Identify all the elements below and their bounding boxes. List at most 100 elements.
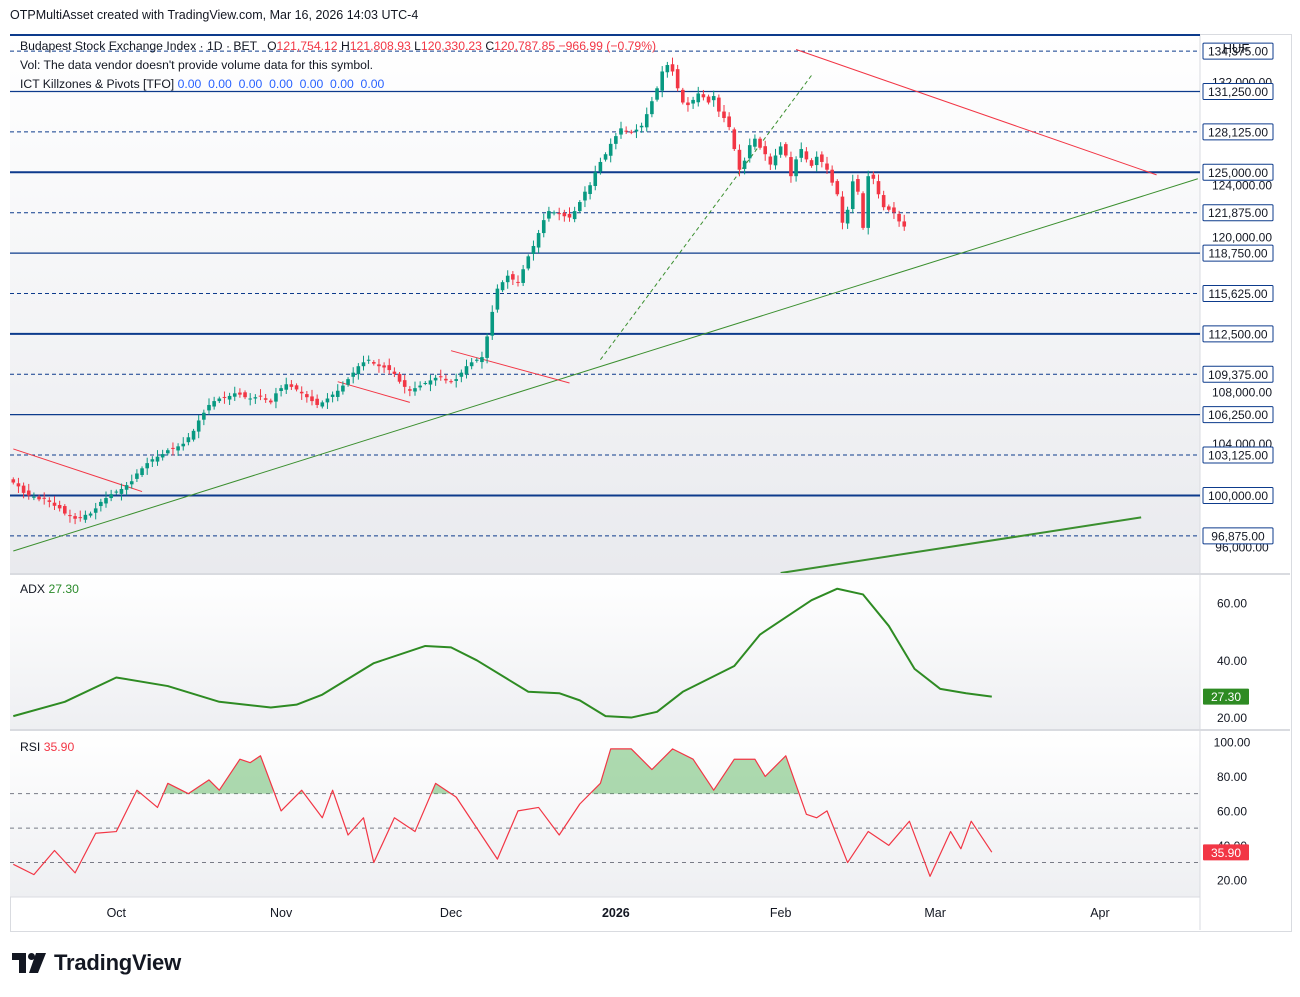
candle-body xyxy=(315,398,319,405)
candle-body xyxy=(222,396,227,398)
level-label-box xyxy=(1202,446,1274,464)
candle-body xyxy=(166,450,170,454)
candle-body xyxy=(541,220,546,234)
ict-legend[interactable]: ICT Killzones & Pivots [TFO] 0.00 0.00 0… xyxy=(20,77,384,91)
candle-body xyxy=(181,443,186,447)
level-label-box xyxy=(1202,163,1274,181)
candle-body xyxy=(675,69,680,89)
candle-body xyxy=(686,102,690,106)
candle-body xyxy=(624,130,628,132)
adx-line xyxy=(13,587,992,719)
candle-body xyxy=(727,116,731,128)
candle-body xyxy=(840,196,845,223)
tradingview-logo[interactable]: TradingView xyxy=(12,950,181,976)
candle-body xyxy=(88,513,93,516)
candle-body xyxy=(57,505,62,509)
symbol-legend[interactable]: Budapest Stock Exchange Index · 1D · BET… xyxy=(20,39,656,53)
candle-body xyxy=(207,404,211,411)
candle-body xyxy=(140,468,144,476)
x-tick-label: Feb xyxy=(770,906,792,920)
rsi-line xyxy=(13,748,993,877)
candle-body xyxy=(691,99,695,104)
candle-body xyxy=(361,362,366,367)
candle-body xyxy=(866,176,870,228)
x-tick-label: Mar xyxy=(924,906,946,920)
candle-body xyxy=(845,209,850,224)
candle-body xyxy=(274,393,278,402)
candle-body xyxy=(93,508,98,513)
close-label: C xyxy=(485,39,495,53)
candle-body xyxy=(871,174,876,179)
candle-body xyxy=(701,94,706,98)
rsi-title: RSI xyxy=(20,740,41,754)
candle-body xyxy=(768,156,773,165)
candle-body xyxy=(258,395,263,397)
candle-body xyxy=(634,129,639,132)
currency-label[interactable]: HUF xyxy=(1223,41,1250,56)
candle-body xyxy=(835,181,840,195)
candle-body xyxy=(289,384,294,387)
candle-body xyxy=(536,233,541,248)
adx-last-value: 27.30 xyxy=(1211,690,1241,704)
candle-body xyxy=(887,206,891,210)
x-tick-label: Apr xyxy=(1090,906,1109,920)
price-pane-bg xyxy=(10,34,1200,573)
rsi-y-tick: 20.00 xyxy=(1217,873,1247,887)
candle-body xyxy=(742,160,747,169)
candle-body xyxy=(238,392,242,395)
candle-body xyxy=(109,494,113,499)
adx-legend[interactable]: ADX 27.30 xyxy=(20,582,79,596)
rsi-y-tick: 60.00 xyxy=(1217,804,1247,818)
candle-body xyxy=(335,390,340,397)
candle-body xyxy=(444,378,448,381)
x-tick-label: 2026 xyxy=(602,906,630,920)
candle-body xyxy=(789,157,793,177)
adx-title: ADX xyxy=(20,582,46,596)
low-label: L xyxy=(414,39,421,53)
candle-body xyxy=(150,459,155,462)
candle-body xyxy=(253,397,258,399)
symbol-title[interactable]: Budapest Stock Exchange Index · 1D · BET xyxy=(20,39,257,53)
trendline xyxy=(337,381,410,403)
candle-body xyxy=(753,138,757,147)
candle-body xyxy=(42,497,46,499)
y-axis-ticks: 132,000.00124,000.00120,000.00108,000.00… xyxy=(1212,75,1272,554)
candle-body xyxy=(794,159,798,177)
candle-body xyxy=(16,483,21,487)
candle-body xyxy=(711,96,716,101)
rsi-legend[interactable]: RSI 35.90 xyxy=(20,740,74,754)
candle-body xyxy=(485,336,489,358)
candle-body xyxy=(212,401,216,407)
candle-body xyxy=(366,359,371,361)
candle-body xyxy=(856,179,860,192)
candle-body xyxy=(78,517,83,519)
candle-body xyxy=(881,195,886,208)
candle-body xyxy=(392,371,397,374)
candle-body xyxy=(505,275,510,283)
candle-body xyxy=(263,398,268,400)
candle-body xyxy=(155,456,160,462)
candle-body xyxy=(763,146,767,155)
trendline xyxy=(13,448,143,493)
candle-body xyxy=(830,169,834,183)
candle-body xyxy=(428,380,433,385)
candle-body xyxy=(104,498,108,504)
rsi-overbought-fill xyxy=(431,783,451,794)
candle-body xyxy=(387,365,392,371)
candle-body xyxy=(341,385,345,392)
rsi-last-value: 35.90 xyxy=(1211,846,1241,860)
change-value: −966.99 (−0.79%) xyxy=(558,39,657,53)
candle-body xyxy=(655,88,659,100)
candle-body xyxy=(438,376,443,378)
adx-legend-value: 27.30 xyxy=(48,582,79,596)
trendlines xyxy=(13,49,1198,573)
candle-body xyxy=(32,496,36,498)
candle-body xyxy=(377,364,381,367)
adx-y-tick: 40.00 xyxy=(1217,654,1247,668)
candle-body xyxy=(644,114,649,128)
close-value: 120,787.85 xyxy=(494,39,556,53)
level-label-box xyxy=(1202,365,1274,383)
volume-legend[interactable]: Vol: The data vendor doesn't provide vol… xyxy=(20,58,374,72)
level-label-box xyxy=(1202,42,1274,60)
chart-canvas: 132,000.00124,000.00120,000.00108,000.00… xyxy=(10,34,1290,930)
